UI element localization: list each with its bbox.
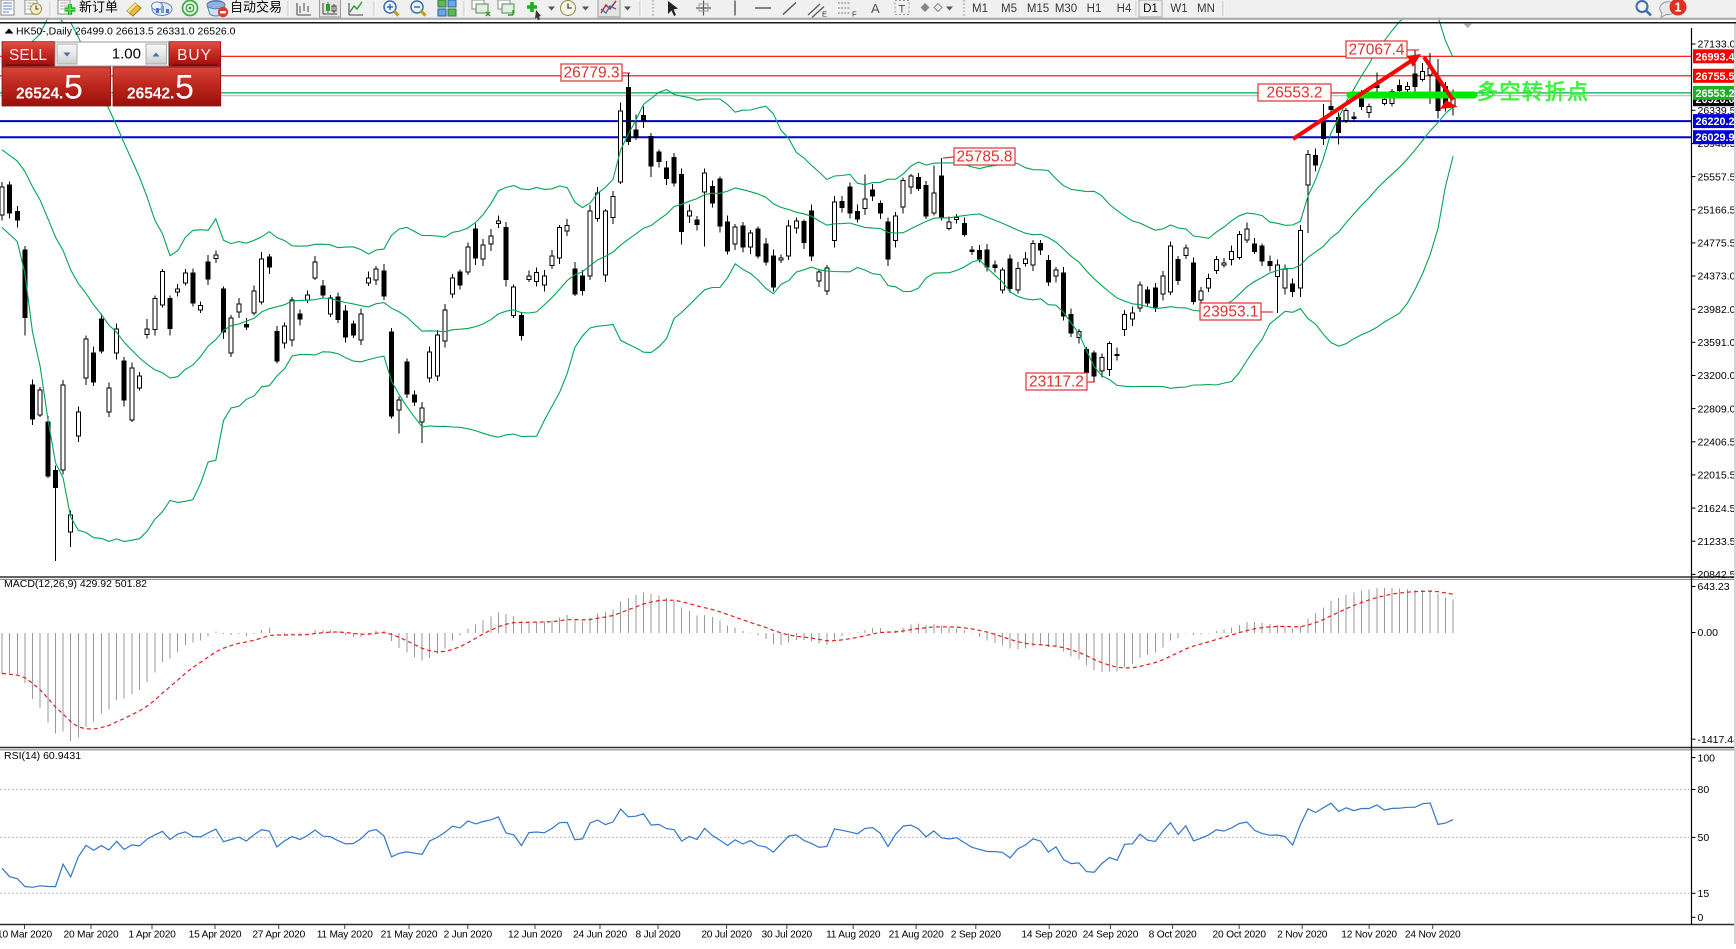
svg-text:25785.8: 25785.8: [956, 149, 1012, 166]
svg-text:.: .: [170, 86, 174, 103]
svg-text:1.00: 1.00: [112, 46, 141, 63]
svg-text:24775.5: 24775.5: [1698, 238, 1736, 250]
svg-text:21233.5: 21233.5: [1698, 536, 1736, 548]
svg-text:8 Jul 2020: 8 Jul 2020: [635, 930, 681, 941]
svg-text:23591.0: 23591.0: [1698, 337, 1736, 349]
svg-text:50: 50: [1698, 832, 1710, 844]
svg-text:M30: M30: [1055, 3, 1077, 15]
svg-text:W1: W1: [1170, 3, 1187, 15]
svg-text:2 Sep 2020: 2 Sep 2020: [951, 930, 1002, 941]
svg-text:26553.2: 26553.2: [1266, 85, 1322, 102]
svg-text:8 Oct 2020: 8 Oct 2020: [1149, 930, 1197, 941]
svg-text:MN: MN: [1197, 3, 1215, 15]
svg-text:E: E: [822, 10, 827, 19]
svg-text:26542: 26542: [127, 86, 170, 103]
svg-text:H1: H1: [1087, 3, 1102, 15]
svg-text:24 Jun 2020: 24 Jun 2020: [573, 930, 627, 941]
svg-text:1: 1: [1675, 1, 1682, 15]
svg-text:643.23: 643.23: [1698, 581, 1730, 593]
svg-text:26993.4: 26993.4: [1696, 51, 1735, 63]
svg-text:24 Sep 2020: 24 Sep 2020: [1083, 930, 1139, 941]
svg-text:21624.5: 21624.5: [1698, 503, 1736, 515]
svg-text:0: 0: [1698, 912, 1704, 924]
svg-text:-1417.44: -1417.44: [1698, 734, 1736, 746]
svg-text:21 May 2020: 21 May 2020: [381, 930, 438, 941]
svg-text:2 Jun 2020: 2 Jun 2020: [444, 930, 493, 941]
svg-text:21 Aug 2020: 21 Aug 2020: [889, 930, 945, 941]
svg-text:15: 15: [1698, 888, 1710, 900]
svg-text:26779.3: 26779.3: [563, 65, 619, 82]
svg-text:25166.5: 25166.5: [1698, 204, 1736, 216]
svg-text:SELL: SELL: [9, 47, 47, 64]
svg-text:23117.2: 23117.2: [1029, 374, 1084, 391]
svg-text:M5: M5: [1001, 3, 1017, 15]
svg-text:5: 5: [175, 69, 194, 107]
svg-text:2 Nov 2020: 2 Nov 2020: [1277, 930, 1328, 941]
svg-text:27 Apr 2020: 27 Apr 2020: [252, 930, 305, 941]
svg-text:自动交易: 自动交易: [230, 0, 282, 15]
svg-text:T: T: [899, 4, 906, 16]
svg-text:24373.0: 24373.0: [1698, 271, 1736, 283]
svg-text:22809.0: 22809.0: [1698, 403, 1736, 415]
svg-text:M1: M1: [972, 3, 988, 15]
svg-text:20 Mar 2020: 20 Mar 2020: [63, 930, 119, 941]
svg-text:100: 100: [1698, 752, 1716, 764]
svg-text:22406.5: 22406.5: [1698, 437, 1736, 449]
svg-text:12 Nov 2020: 12 Nov 2020: [1341, 930, 1397, 941]
svg-text:23200.0: 23200.0: [1698, 370, 1736, 382]
svg-text:多空转折点: 多空转折点: [1477, 80, 1590, 104]
svg-text:20 Jul 2020: 20 Jul 2020: [701, 930, 752, 941]
svg-text:26029.9: 26029.9: [1696, 132, 1735, 144]
svg-text:15 Apr 2020: 15 Apr 2020: [189, 930, 242, 941]
svg-text:0.00: 0.00: [1698, 627, 1719, 639]
svg-text:1 Apr 2020: 1 Apr 2020: [128, 930, 176, 941]
svg-text:23982.0: 23982.0: [1698, 304, 1736, 316]
svg-text:BUY: BUY: [177, 47, 212, 64]
svg-text:80: 80: [1698, 784, 1710, 796]
svg-text:14 Sep 2020: 14 Sep 2020: [1021, 930, 1077, 941]
svg-text:26553.2: 26553.2: [1696, 88, 1735, 100]
svg-text:24 Nov 2020: 24 Nov 2020: [1405, 930, 1461, 941]
svg-text:A: A: [871, 1, 880, 16]
svg-text:.: .: [59, 86, 63, 103]
svg-text:20842.5: 20842.5: [1698, 569, 1736, 581]
svg-text:新订单: 新订单: [79, 0, 118, 15]
svg-text:11 May 2020: 11 May 2020: [317, 930, 373, 941]
svg-text:26220.2: 26220.2: [1696, 116, 1735, 128]
svg-text:30 Jul 2020: 30 Jul 2020: [762, 930, 813, 941]
svg-text:26524: 26524: [16, 86, 59, 103]
svg-text:12 Jun 2020: 12 Jun 2020: [508, 930, 562, 941]
svg-text:26755.5: 26755.5: [1696, 71, 1735, 83]
svg-text:10 Mar 2020: 10 Mar 2020: [0, 930, 53, 941]
svg-text:27133.0: 27133.0: [1698, 39, 1736, 51]
svg-text:11 Aug 2020: 11 Aug 2020: [826, 930, 881, 941]
svg-text:MACD(12,26,9) 429.92 501.82: MACD(12,26,9) 429.92 501.82: [4, 578, 147, 590]
svg-text:27067.4: 27067.4: [1348, 42, 1404, 59]
svg-text:RSI(14) 60.9431: RSI(14) 60.9431: [4, 750, 81, 762]
svg-text:H4: H4: [1117, 3, 1132, 15]
svg-text:M15: M15: [1027, 3, 1049, 15]
svg-text:5: 5: [64, 69, 83, 107]
svg-text:F: F: [852, 10, 857, 19]
svg-text:22015.5: 22015.5: [1698, 470, 1736, 482]
svg-text:HK50-,Daily 26499.0 26613.5 2: HK50-,Daily 26499.0 26613.5 26331.0 2652…: [16, 26, 236, 38]
svg-text:25557.5: 25557.5: [1698, 171, 1736, 183]
svg-text:20 Oct 2020: 20 Oct 2020: [1213, 930, 1267, 941]
svg-text:D1: D1: [1143, 3, 1158, 15]
svg-text:23953.1: 23953.1: [1202, 304, 1258, 321]
